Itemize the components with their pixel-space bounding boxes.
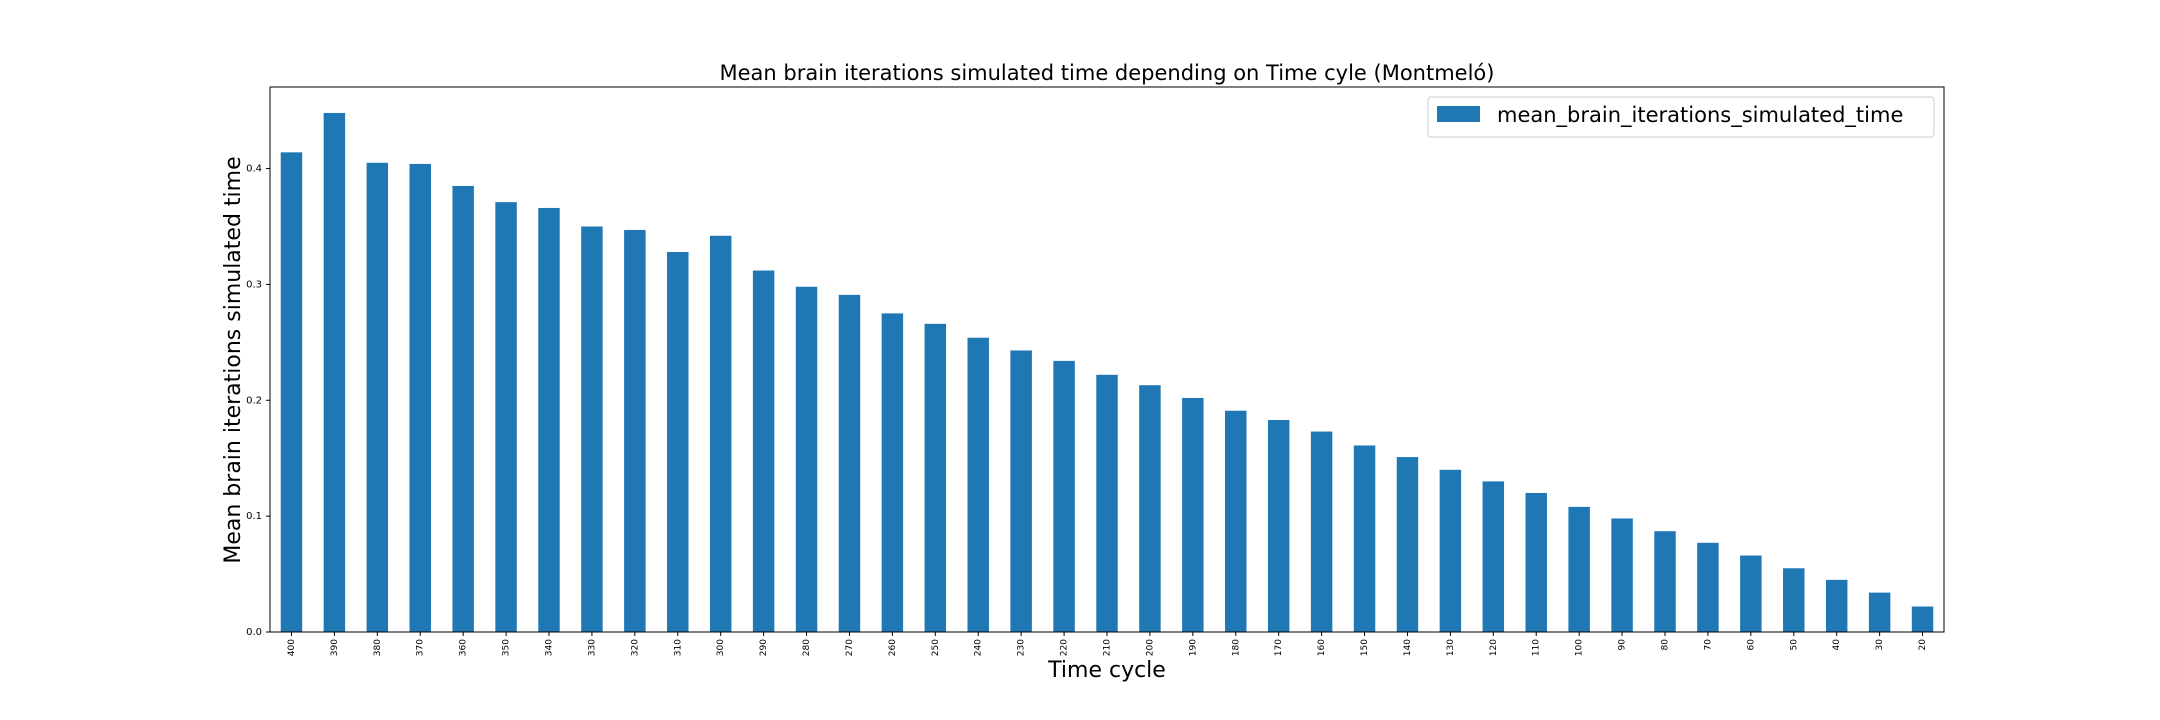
x-tick-label: 370 <box>416 639 426 656</box>
x-tick-label: 20 <box>1918 639 1928 651</box>
bar-70 <box>1697 542 1719 632</box>
bar-190 <box>1182 397 1204 632</box>
bar-150 <box>1353 445 1376 632</box>
x-tick-label: 90 <box>1618 639 1628 651</box>
bar-160 <box>1310 431 1333 632</box>
x-tick-label: 350 <box>502 639 512 656</box>
legend-label: mean_brain_iterations_simulated_time <box>1497 103 1903 128</box>
bar-210 <box>1096 374 1118 632</box>
chart-title: Mean brain iterations simulated time dep… <box>720 61 1495 85</box>
y-tick-label: 0.0 <box>246 627 262 638</box>
axis-ticks: 400 390 380 370 360 350 340 330 320 310 300 290 280 2… <box>246 164 1928 657</box>
x-tick-label: 50 <box>1789 639 1799 651</box>
y-tick-label: 0.3 <box>246 279 262 290</box>
x-tick-label: 70 <box>1703 639 1713 651</box>
x-tick-label: 190 <box>1188 639 1198 656</box>
bar-390 <box>323 112 346 632</box>
x-tick-label: 180 <box>1231 639 1241 656</box>
plot-area-frame <box>269 86 1945 633</box>
x-tick-label: 330 <box>587 639 597 656</box>
x-tick-label: 210 <box>1103 639 1113 656</box>
bars-group <box>280 112 1934 633</box>
x-tick-label: 150 <box>1360 639 1370 656</box>
x-tick-label: 230 <box>1017 639 1027 656</box>
x-tick-label: 300 <box>716 639 726 656</box>
bar-230 <box>1010 350 1032 632</box>
y-axis-label: Mean brain iterations simulated time <box>221 156 246 563</box>
bar-20 <box>1911 606 1934 632</box>
bar-290 <box>752 270 775 632</box>
bar-130 <box>1439 469 1462 632</box>
x-tick-label: 400 <box>287 639 297 656</box>
legend: mean_brain_iterations_simulated_time <box>1427 96 1935 138</box>
bar-350 <box>495 202 517 632</box>
x-tick-label: 260 <box>888 639 898 656</box>
bar-370 <box>409 163 431 632</box>
bar-310 <box>667 251 689 633</box>
bar-340 <box>538 207 560 632</box>
bar-360 <box>452 185 474 632</box>
x-tick-label: 240 <box>974 639 984 656</box>
legend-frame <box>1427 96 1935 138</box>
x-tick-label: 280 <box>802 639 812 656</box>
bar-300 <box>709 235 732 632</box>
bar-250 <box>924 323 947 632</box>
x-tick-label: 130 <box>1446 639 1456 656</box>
x-tick-label: 160 <box>1317 639 1327 656</box>
x-tick-label: 390 <box>330 639 340 656</box>
bar-80 <box>1654 531 1676 632</box>
bar-120 <box>1482 481 1505 632</box>
bar-50 <box>1783 568 1805 632</box>
bar-380 <box>366 162 389 633</box>
bar-330 <box>581 226 603 632</box>
bar-240 <box>967 337 989 632</box>
x-tick-label: 60 <box>1746 639 1756 651</box>
x-tick-label: 290 <box>759 639 769 656</box>
bar-280 <box>795 286 818 632</box>
bar-30 <box>1868 592 1891 632</box>
x-tick-label: 120 <box>1489 639 1499 656</box>
bar-320 <box>624 229 646 632</box>
x-tick-label: 340 <box>545 639 555 656</box>
x-tick-label: 270 <box>845 639 855 656</box>
x-tick-label: 110 <box>1532 639 1542 656</box>
x-tick-label: 40 <box>1832 639 1842 651</box>
x-tick-label: 140 <box>1403 639 1413 656</box>
y-tick-label: 0.1 <box>246 511 262 522</box>
bar-200 <box>1139 385 1161 632</box>
x-tick-label: 200 <box>1145 639 1155 656</box>
bar-140 <box>1396 457 1419 632</box>
x-tick-label: 220 <box>1060 639 1070 656</box>
bar-60 <box>1740 555 1762 632</box>
x-tick-label: 80 <box>1661 639 1671 651</box>
y-tick-label: 0.4 <box>246 164 262 175</box>
x-tick-label: 360 <box>459 639 469 656</box>
bar-40 <box>1825 579 1848 632</box>
x-tick-label: 250 <box>931 639 941 656</box>
bar-170 <box>1267 419 1290 632</box>
bar-220 <box>1053 360 1075 632</box>
bar-400 <box>280 152 303 632</box>
x-tick-label: 380 <box>373 639 383 656</box>
x-tick-label: 310 <box>673 639 683 656</box>
x-tick-label: 320 <box>630 639 640 656</box>
bar-100 <box>1568 506 1590 632</box>
bar-270 <box>838 294 861 632</box>
bar-110 <box>1525 492 1547 632</box>
bar-180 <box>1225 410 1247 632</box>
bar-260 <box>881 313 904 632</box>
x-tick-label: 100 <box>1575 639 1585 656</box>
y-tick-label: 0.2 <box>246 395 262 406</box>
bar-90 <box>1611 518 1633 632</box>
x-tick-label: 170 <box>1274 639 1284 656</box>
legend-swatch <box>1437 106 1480 122</box>
x-axis-label: Time cycle <box>1047 658 1166 683</box>
x-tick-label: 30 <box>1875 639 1885 651</box>
